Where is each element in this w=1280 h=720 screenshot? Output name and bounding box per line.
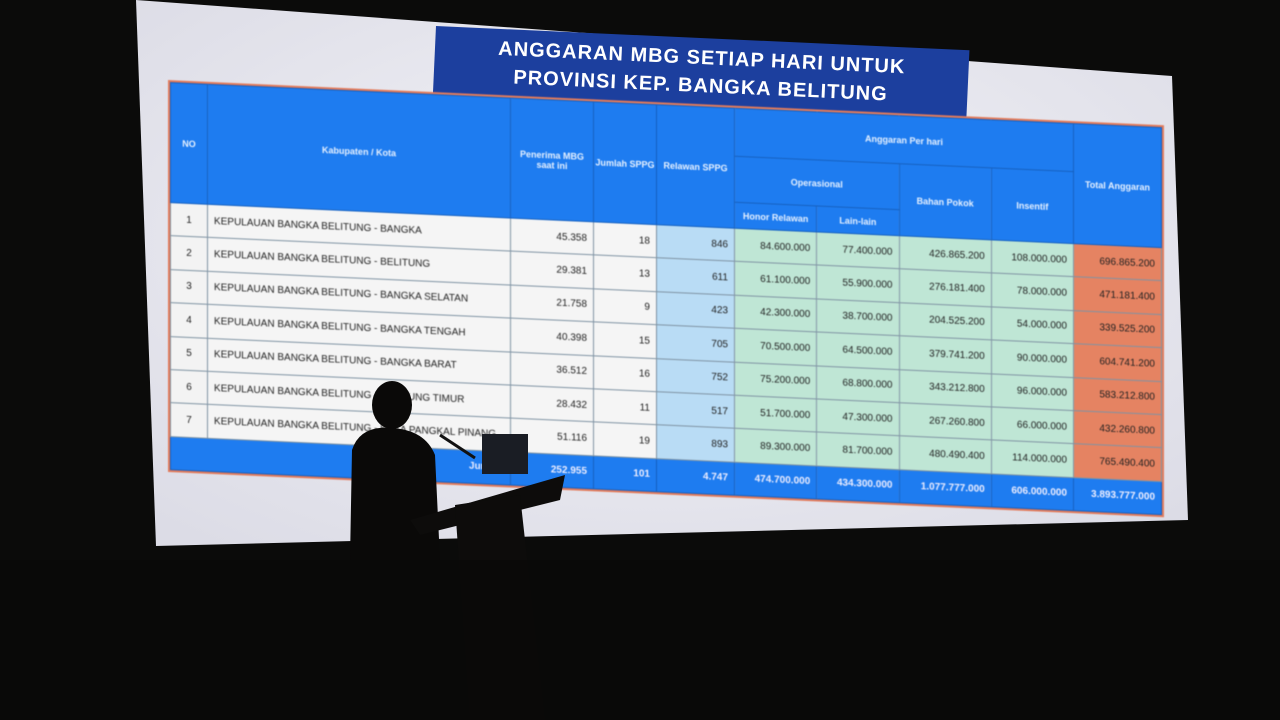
cell-staples: 343.212.800	[899, 369, 992, 407]
cell-volunteers: 423	[656, 291, 735, 329]
cell-recipients: 28.432	[510, 384, 594, 423]
cell-sppg: 18	[593, 221, 657, 259]
total-volunteers: 4.747	[656, 458, 735, 496]
cell-volunteers: 611	[656, 258, 735, 295]
cell-fee: 42.300.000	[734, 294, 817, 333]
cell-sppg: 9	[593, 288, 657, 325]
cell-incentive: 66.000.000	[991, 406, 1074, 444]
cell-other: 47.300.000	[816, 398, 899, 436]
cell-total: 604.741.200	[1073, 343, 1162, 382]
cell-volunteers: 846	[656, 224, 735, 262]
cell-no: 3	[170, 269, 208, 305]
cell-fee: 84.600.000	[734, 228, 817, 266]
total-staples: 1.077.777.000	[899, 469, 992, 507]
cell-incentive: 96.000.000	[991, 373, 1074, 411]
cell-total: 432.260.800	[1073, 410, 1162, 448]
header-other: Lain-lain	[816, 205, 899, 236]
header-recipients: Penerima MBG saat ini	[510, 98, 594, 222]
cell-incentive: 108.000.000	[991, 239, 1074, 277]
cell-no: 2	[170, 235, 208, 272]
cell-volunteers: 705	[656, 324, 735, 362]
cell-total: 696.865.200	[1073, 243, 1162, 281]
total-total: 3.893.777.000	[1073, 477, 1162, 515]
cell-recipients: 36.512	[510, 351, 594, 389]
cell-staples: 204.525.200	[899, 302, 992, 341]
header-region: Kabupaten / Kota	[207, 84, 511, 219]
cell-no: 7	[170, 402, 208, 438]
cell-recipients: 51.116	[510, 418, 594, 456]
total-incentive: 606.000.000	[991, 473, 1074, 511]
cell-incentive: 78.000.000	[991, 273, 1074, 311]
cell-volunteers: 517	[656, 391, 735, 429]
cell-total: 583.212.800	[1073, 377, 1162, 415]
cell-other: 64.500.000	[816, 332, 899, 370]
header-operational: Operasional	[734, 156, 899, 210]
total-recipients: 252.955	[510, 451, 594, 489]
cell-staples: 480.490.400	[899, 435, 992, 474]
cell-recipients: 45.358	[510, 218, 594, 256]
header-incentive: Insentif	[991, 167, 1074, 244]
cell-recipients: 40.398	[510, 318, 594, 356]
cell-sppg: 11	[593, 388, 657, 425]
cell-volunteers: 752	[656, 358, 735, 396]
cell-sppg: 13	[593, 255, 657, 292]
cell-no: 4	[170, 302, 208, 338]
cell-other: 68.800.000	[816, 365, 899, 403]
cell-other: 77.400.000	[816, 231, 899, 270]
cell-other: 81.700.000	[816, 432, 899, 470]
cell-incentive: 54.000.000	[991, 306, 1074, 344]
total-other: 434.300.000	[816, 465, 899, 503]
cell-fee: 61.100.000	[734, 261, 817, 299]
cell-incentive: 114.000.000	[991, 440, 1074, 478]
cell-sppg: 16	[593, 355, 657, 392]
cell-staples: 276.181.400	[899, 269, 992, 307]
cell-incentive: 90.000.000	[991, 340, 1074, 378]
cell-fee: 75.200.000	[734, 361, 817, 399]
cell-sppg: 19	[593, 422, 657, 459]
cell-sppg: 15	[593, 321, 657, 359]
cell-total: 765.490.400	[1073, 443, 1162, 482]
cell-fee: 89.300.000	[734, 428, 817, 466]
cell-total: 339.525.200	[1073, 310, 1162, 348]
cell-recipients: 21.758	[510, 284, 594, 322]
header-staples: Bahan Pokok	[899, 163, 992, 240]
total-sppg: 101	[593, 455, 657, 492]
cell-staples: 379.741.200	[899, 335, 992, 374]
cell-other: 38.700.000	[816, 298, 899, 336]
cell-no: 1	[170, 202, 208, 238]
cell-no: 6	[170, 369, 208, 405]
cell-no: 5	[170, 336, 208, 372]
cell-total: 471.181.400	[1073, 276, 1162, 315]
header-volunteers: Relawan SPPG	[656, 104, 735, 229]
cell-fee: 70.500.000	[734, 328, 817, 366]
cell-other: 55.900.000	[816, 265, 899, 303]
cell-staples: 426.865.200	[899, 235, 992, 274]
cell-staples: 267.260.800	[899, 402, 992, 441]
cell-volunteers: 893	[656, 424, 735, 462]
header-sppg-count: Jumlah SPPG	[593, 101, 657, 225]
header-volunteer-fee: Honor Relawan	[734, 202, 817, 232]
total-fee: 474.700.000	[734, 461, 817, 499]
header-total: Total Anggaran	[1073, 123, 1162, 248]
budget-table: NO Kabupaten / Kota Penerima MBG saat in…	[168, 80, 1164, 518]
header-no: NO	[170, 82, 208, 205]
cell-recipients: 29.381	[510, 251, 594, 289]
cell-fee: 51.700.000	[734, 395, 817, 433]
